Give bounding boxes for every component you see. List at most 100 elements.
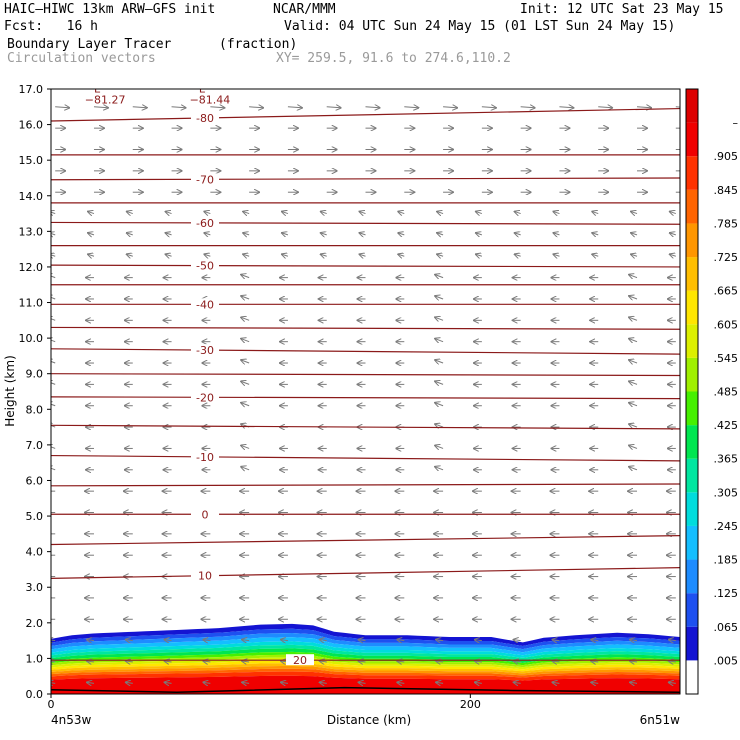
low-value: −81.44: [190, 94, 231, 107]
x-axis-left-endpoint: 4n53w: [51, 713, 92, 727]
circulation-vector: [476, 212, 483, 214]
circulation-vector: [321, 254, 327, 256]
colorbar-swatch: [686, 324, 698, 358]
circulation-vector: [437, 212, 444, 214]
circulation-vector: [398, 254, 405, 256]
circulation-vector: [669, 661, 676, 662]
contour-label-bg: [191, 391, 219, 403]
field-units: (fraction): [219, 37, 298, 52]
colorbar-swatch: [686, 626, 698, 661]
circulation-vector: [320, 661, 327, 662]
circulation-vector: [398, 212, 405, 214]
y-tick-label: 5.0: [26, 510, 44, 523]
circulation-vector: [398, 233, 405, 235]
circulation-vector: [242, 661, 250, 662]
colorbar-label: .065: [714, 621, 739, 634]
circulation-vector: [88, 254, 95, 256]
circulation-vector: [126, 682, 133, 683]
y-tick-label: 17.0: [19, 83, 44, 96]
contour-label: -60: [196, 217, 214, 230]
circulation-vector: [281, 640, 288, 641]
circulation-vector: [436, 682, 444, 683]
y-tick-label: 14.0: [19, 190, 44, 203]
circulation-vector: [629, 403, 638, 406]
contour-label-bg: [191, 344, 219, 356]
circulation-vector: [166, 233, 172, 235]
circulation-vector: [51, 682, 56, 683]
y-tick-label: 8.0: [26, 403, 44, 416]
circulation-vector: [475, 661, 482, 662]
low-value: −81.27: [85, 94, 126, 107]
circulation-vector: [51, 254, 56, 256]
temperature-contour: [51, 535, 680, 546]
circulation-vector: [631, 212, 638, 214]
colorbar-label: .305: [714, 486, 739, 499]
circulation-vector: [630, 640, 638, 641]
circulation-vector: [320, 640, 327, 641]
y-tick-label: 9.0: [26, 368, 44, 381]
circulation-vector: [435, 296, 444, 299]
contour-label: 0: [202, 508, 209, 521]
colorbar-swatch: [686, 559, 698, 594]
circulation-vector: [55, 107, 69, 108]
circulation-vector: [631, 254, 638, 256]
circulation-vector: [359, 661, 366, 662]
circulation-vector: [435, 317, 444, 320]
circulation-vector: [241, 339, 250, 342]
circulation-vector: [51, 640, 56, 641]
circulation-vector: [397, 661, 405, 662]
circulation-vector: [165, 640, 172, 641]
circulation-vector: [443, 107, 457, 108]
circulation-vector: [87, 640, 95, 641]
temperature-contour: [51, 567, 680, 579]
contour-label: -10: [196, 451, 214, 464]
circulation-vector: [87, 682, 95, 683]
circulation-vector: [93, 107, 108, 108]
circulation-vector: [326, 107, 341, 108]
temperature-contour: [51, 373, 680, 377]
colorbar-label: .005: [714, 654, 739, 667]
circulation-vector: [404, 107, 418, 108]
circulation-vector: [670, 254, 676, 256]
circulation-vector: [435, 424, 444, 427]
contour-label-bg: [286, 654, 314, 666]
circulation-vector: [514, 640, 521, 641]
circulation-vector: [435, 403, 444, 406]
tracer-band: [51, 641, 680, 658]
circulation-vector: [675, 106, 680, 108]
colorbar-label: .845: [714, 184, 739, 197]
circulation-vector: [203, 682, 211, 683]
circulation-vector: [132, 107, 147, 108]
y-tick-label: 15.0: [19, 154, 44, 167]
circulation-vector: [476, 233, 483, 235]
contour-label-bg: [191, 216, 219, 228]
circulation-vectors: [51, 106, 680, 684]
circulation-vector: [241, 317, 250, 320]
circulation-vector: [552, 682, 560, 683]
colorbar-label: .365: [714, 453, 739, 466]
circulation-vector: [436, 640, 444, 641]
circulation-vector: [241, 403, 250, 406]
circulation-vector: [249, 107, 263, 108]
x-axis: 0 200: [48, 694, 481, 711]
tracer-band: [51, 663, 680, 674]
colorbar-swatch: [686, 189, 698, 224]
circulation-vector: [126, 661, 133, 662]
contour-label-bg: [191, 450, 219, 462]
circulation-vector: [514, 661, 521, 662]
circulation-vector: [127, 233, 133, 235]
boundary-layer-tracer-fill: [51, 623, 680, 694]
circulation-vector: [241, 381, 250, 384]
circulation-vector: [670, 233, 676, 235]
x-tick-label: 0: [48, 698, 55, 711]
circulation-vector: [592, 212, 599, 214]
circulation-vector: [629, 467, 638, 470]
circulation-vector: [87, 661, 95, 662]
colorbar-label: .245: [714, 520, 739, 533]
terrain-line: [51, 686, 680, 693]
circulation-vector: [435, 360, 444, 363]
circulation-vector: [437, 233, 444, 235]
contour-label-bg: [191, 259, 219, 271]
temperature-contour: [51, 454, 680, 462]
circulation-vector: [631, 233, 638, 235]
